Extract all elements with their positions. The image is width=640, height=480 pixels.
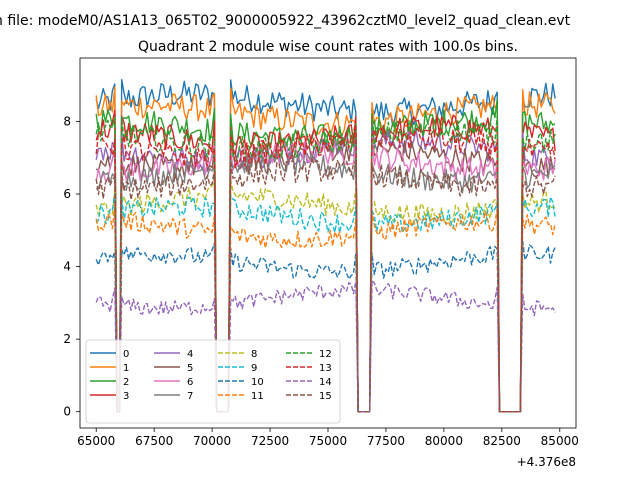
x-tick-label: 72500 bbox=[251, 434, 289, 448]
x-tick-label: 70000 bbox=[193, 434, 231, 448]
legend-label-10: 10 bbox=[251, 377, 264, 388]
chart-title: Quadrant 2 module wise count rates with … bbox=[138, 39, 518, 55]
y-axis: 0 2 4 6 8 bbox=[63, 114, 80, 419]
x-tick-label: 65000 bbox=[77, 434, 115, 448]
series-line-5 bbox=[95, 128, 556, 413]
legend-label-7: 7 bbox=[187, 391, 193, 402]
series-line-3 bbox=[95, 109, 556, 413]
x-tick-label: 77500 bbox=[367, 434, 405, 448]
x-offset-label: +4.376e8 bbox=[517, 455, 576, 469]
legend-label-11: 11 bbox=[251, 391, 264, 402]
x-tick-label: 82500 bbox=[483, 434, 521, 448]
x-tick-label: 80000 bbox=[425, 434, 463, 448]
series-line-15 bbox=[95, 159, 556, 413]
legend-label-0: 0 bbox=[123, 349, 129, 360]
legend-label-5: 5 bbox=[187, 363, 193, 374]
y-tick-label: 2 bbox=[63, 332, 71, 346]
series-line-6 bbox=[95, 137, 556, 413]
legend-label-15: 15 bbox=[319, 391, 332, 402]
legend-label-3: 3 bbox=[123, 391, 129, 402]
legend-label-14: 14 bbox=[319, 377, 332, 388]
legend-label-4: 4 bbox=[187, 349, 193, 360]
figure-suptitle: n file: modeM0/AS1A13_065T02_9000005922_… bbox=[0, 13, 571, 29]
x-axis: 65000 67500 70000 72500 75000 77500 80000 82500… bbox=[77, 428, 579, 448]
y-tick-label: 4 bbox=[63, 260, 71, 274]
legend-label-6: 6 bbox=[187, 377, 193, 388]
y-tick-label: 6 bbox=[63, 187, 71, 201]
legend-frame bbox=[85, 339, 341, 424]
legend-label-8: 8 bbox=[251, 349, 257, 360]
series-line-9 bbox=[95, 193, 556, 413]
x-tick-label: 75000 bbox=[309, 434, 347, 448]
series-line-1 bbox=[95, 86, 556, 413]
series-line-12 bbox=[95, 113, 556, 413]
x-tick-label: 67500 bbox=[135, 434, 173, 448]
series-line-10 bbox=[95, 240, 556, 413]
legend-label-13: 13 bbox=[319, 363, 332, 374]
legend-label-12: 12 bbox=[319, 349, 332, 360]
legend-label-1: 1 bbox=[123, 363, 129, 374]
series-line-11 bbox=[95, 204, 556, 413]
y-tick-label: 0 bbox=[63, 405, 71, 419]
series-line-14 bbox=[95, 279, 556, 413]
series-line-7 bbox=[95, 151, 556, 413]
legend-label-9: 9 bbox=[251, 363, 257, 374]
plot-lines bbox=[95, 78, 556, 413]
legend-label-2: 2 bbox=[123, 377, 129, 388]
series-line-8 bbox=[95, 177, 556, 413]
x-tick-label: 85000 bbox=[541, 434, 579, 448]
y-tick-label: 8 bbox=[63, 114, 71, 128]
series-line-13 bbox=[95, 116, 556, 413]
